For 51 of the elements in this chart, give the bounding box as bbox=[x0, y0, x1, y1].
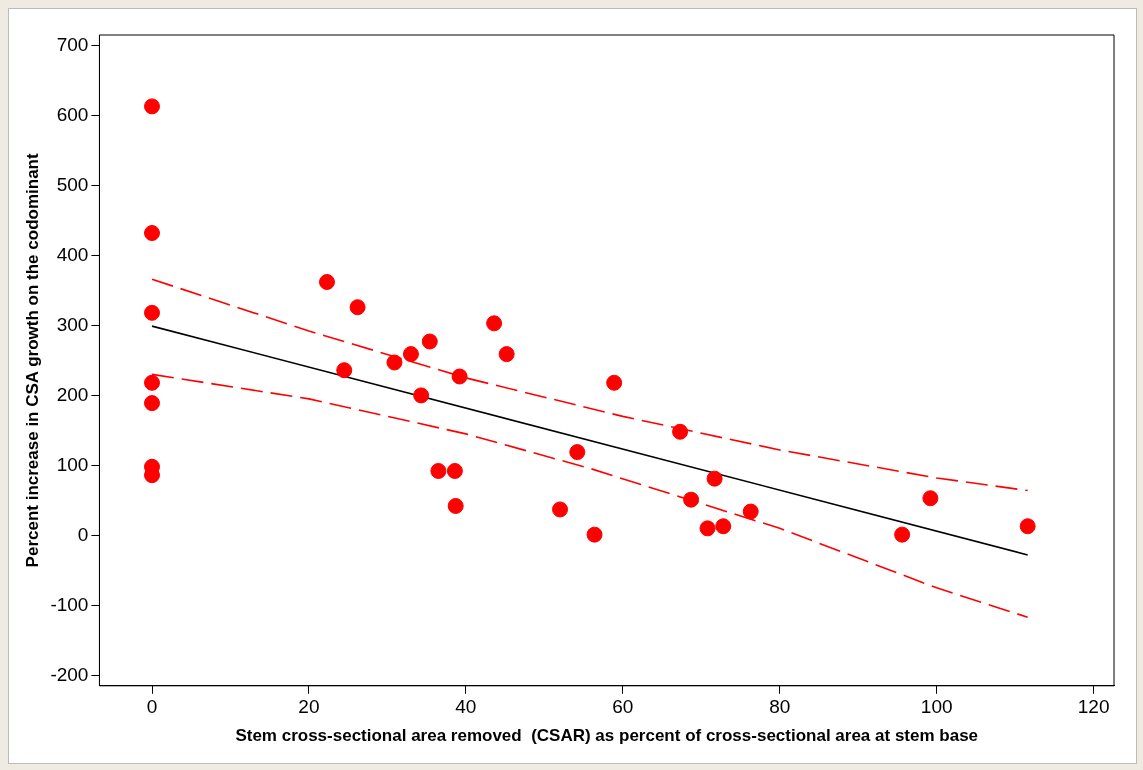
x-tick-label: 0 bbox=[146, 696, 158, 718]
point bbox=[318, 274, 335, 291]
y-tick-label: 0 bbox=[77, 523, 89, 545]
point bbox=[413, 387, 430, 404]
point bbox=[742, 503, 759, 520]
point bbox=[486, 315, 503, 332]
point bbox=[894, 526, 911, 543]
point bbox=[715, 518, 732, 535]
point bbox=[1019, 518, 1036, 535]
y-tick-label: 600 bbox=[56, 103, 89, 125]
point bbox=[569, 444, 586, 461]
point bbox=[552, 501, 569, 518]
y-tick-label: 700 bbox=[56, 33, 89, 55]
point bbox=[421, 333, 438, 350]
point bbox=[144, 98, 160, 115]
point bbox=[706, 470, 723, 487]
point bbox=[144, 395, 160, 412]
point bbox=[447, 497, 464, 514]
x-tick-label: 80 bbox=[769, 696, 791, 718]
point bbox=[144, 374, 160, 391]
x-axis-title: Stem cross-sectional area removed (CSAR) as percent of cross-sectional area at stem base bbox=[235, 726, 979, 746]
point bbox=[446, 462, 463, 479]
point bbox=[144, 225, 160, 242]
y-tick-label: 100 bbox=[56, 453, 89, 475]
y-axis-title: Percent increase in CSA growth on the codominant bbox=[22, 153, 42, 568]
point bbox=[451, 368, 468, 385]
x-tick-label: 100 bbox=[920, 696, 953, 718]
y-tick-label: 400 bbox=[56, 243, 89, 265]
y-tick-label: 300 bbox=[56, 313, 89, 335]
y-tick-label: 200 bbox=[56, 383, 89, 405]
line-series bbox=[151, 278, 1029, 492]
y-tick-label: 500 bbox=[56, 173, 89, 195]
y-tick-label: -200 bbox=[50, 663, 89, 685]
point bbox=[349, 299, 366, 316]
point bbox=[606, 374, 623, 391]
point bbox=[699, 520, 716, 537]
point bbox=[672, 423, 689, 440]
point bbox=[144, 304, 160, 321]
point bbox=[586, 526, 603, 543]
x-tick-label: 40 bbox=[455, 696, 477, 718]
x-tick-label: 20 bbox=[298, 696, 320, 718]
x-tick-label: 120 bbox=[1077, 696, 1110, 718]
point bbox=[683, 491, 700, 508]
x-tick-label: 60 bbox=[612, 696, 634, 718]
point bbox=[402, 346, 419, 363]
y-tick-label: -100 bbox=[50, 593, 89, 615]
point bbox=[336, 362, 353, 379]
point bbox=[922, 490, 939, 507]
point bbox=[430, 462, 447, 479]
point bbox=[498, 346, 515, 363]
point bbox=[386, 354, 403, 371]
